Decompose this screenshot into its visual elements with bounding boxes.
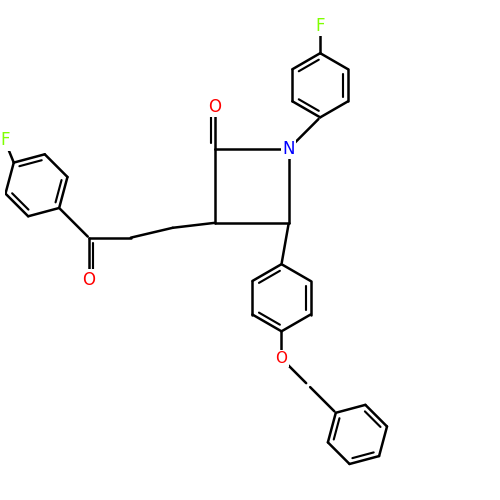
Text: F: F [0, 132, 10, 150]
Text: O: O [82, 270, 96, 288]
Text: O: O [208, 98, 221, 116]
Text: N: N [282, 140, 295, 158]
Text: O: O [276, 351, 287, 366]
Text: F: F [316, 17, 325, 35]
